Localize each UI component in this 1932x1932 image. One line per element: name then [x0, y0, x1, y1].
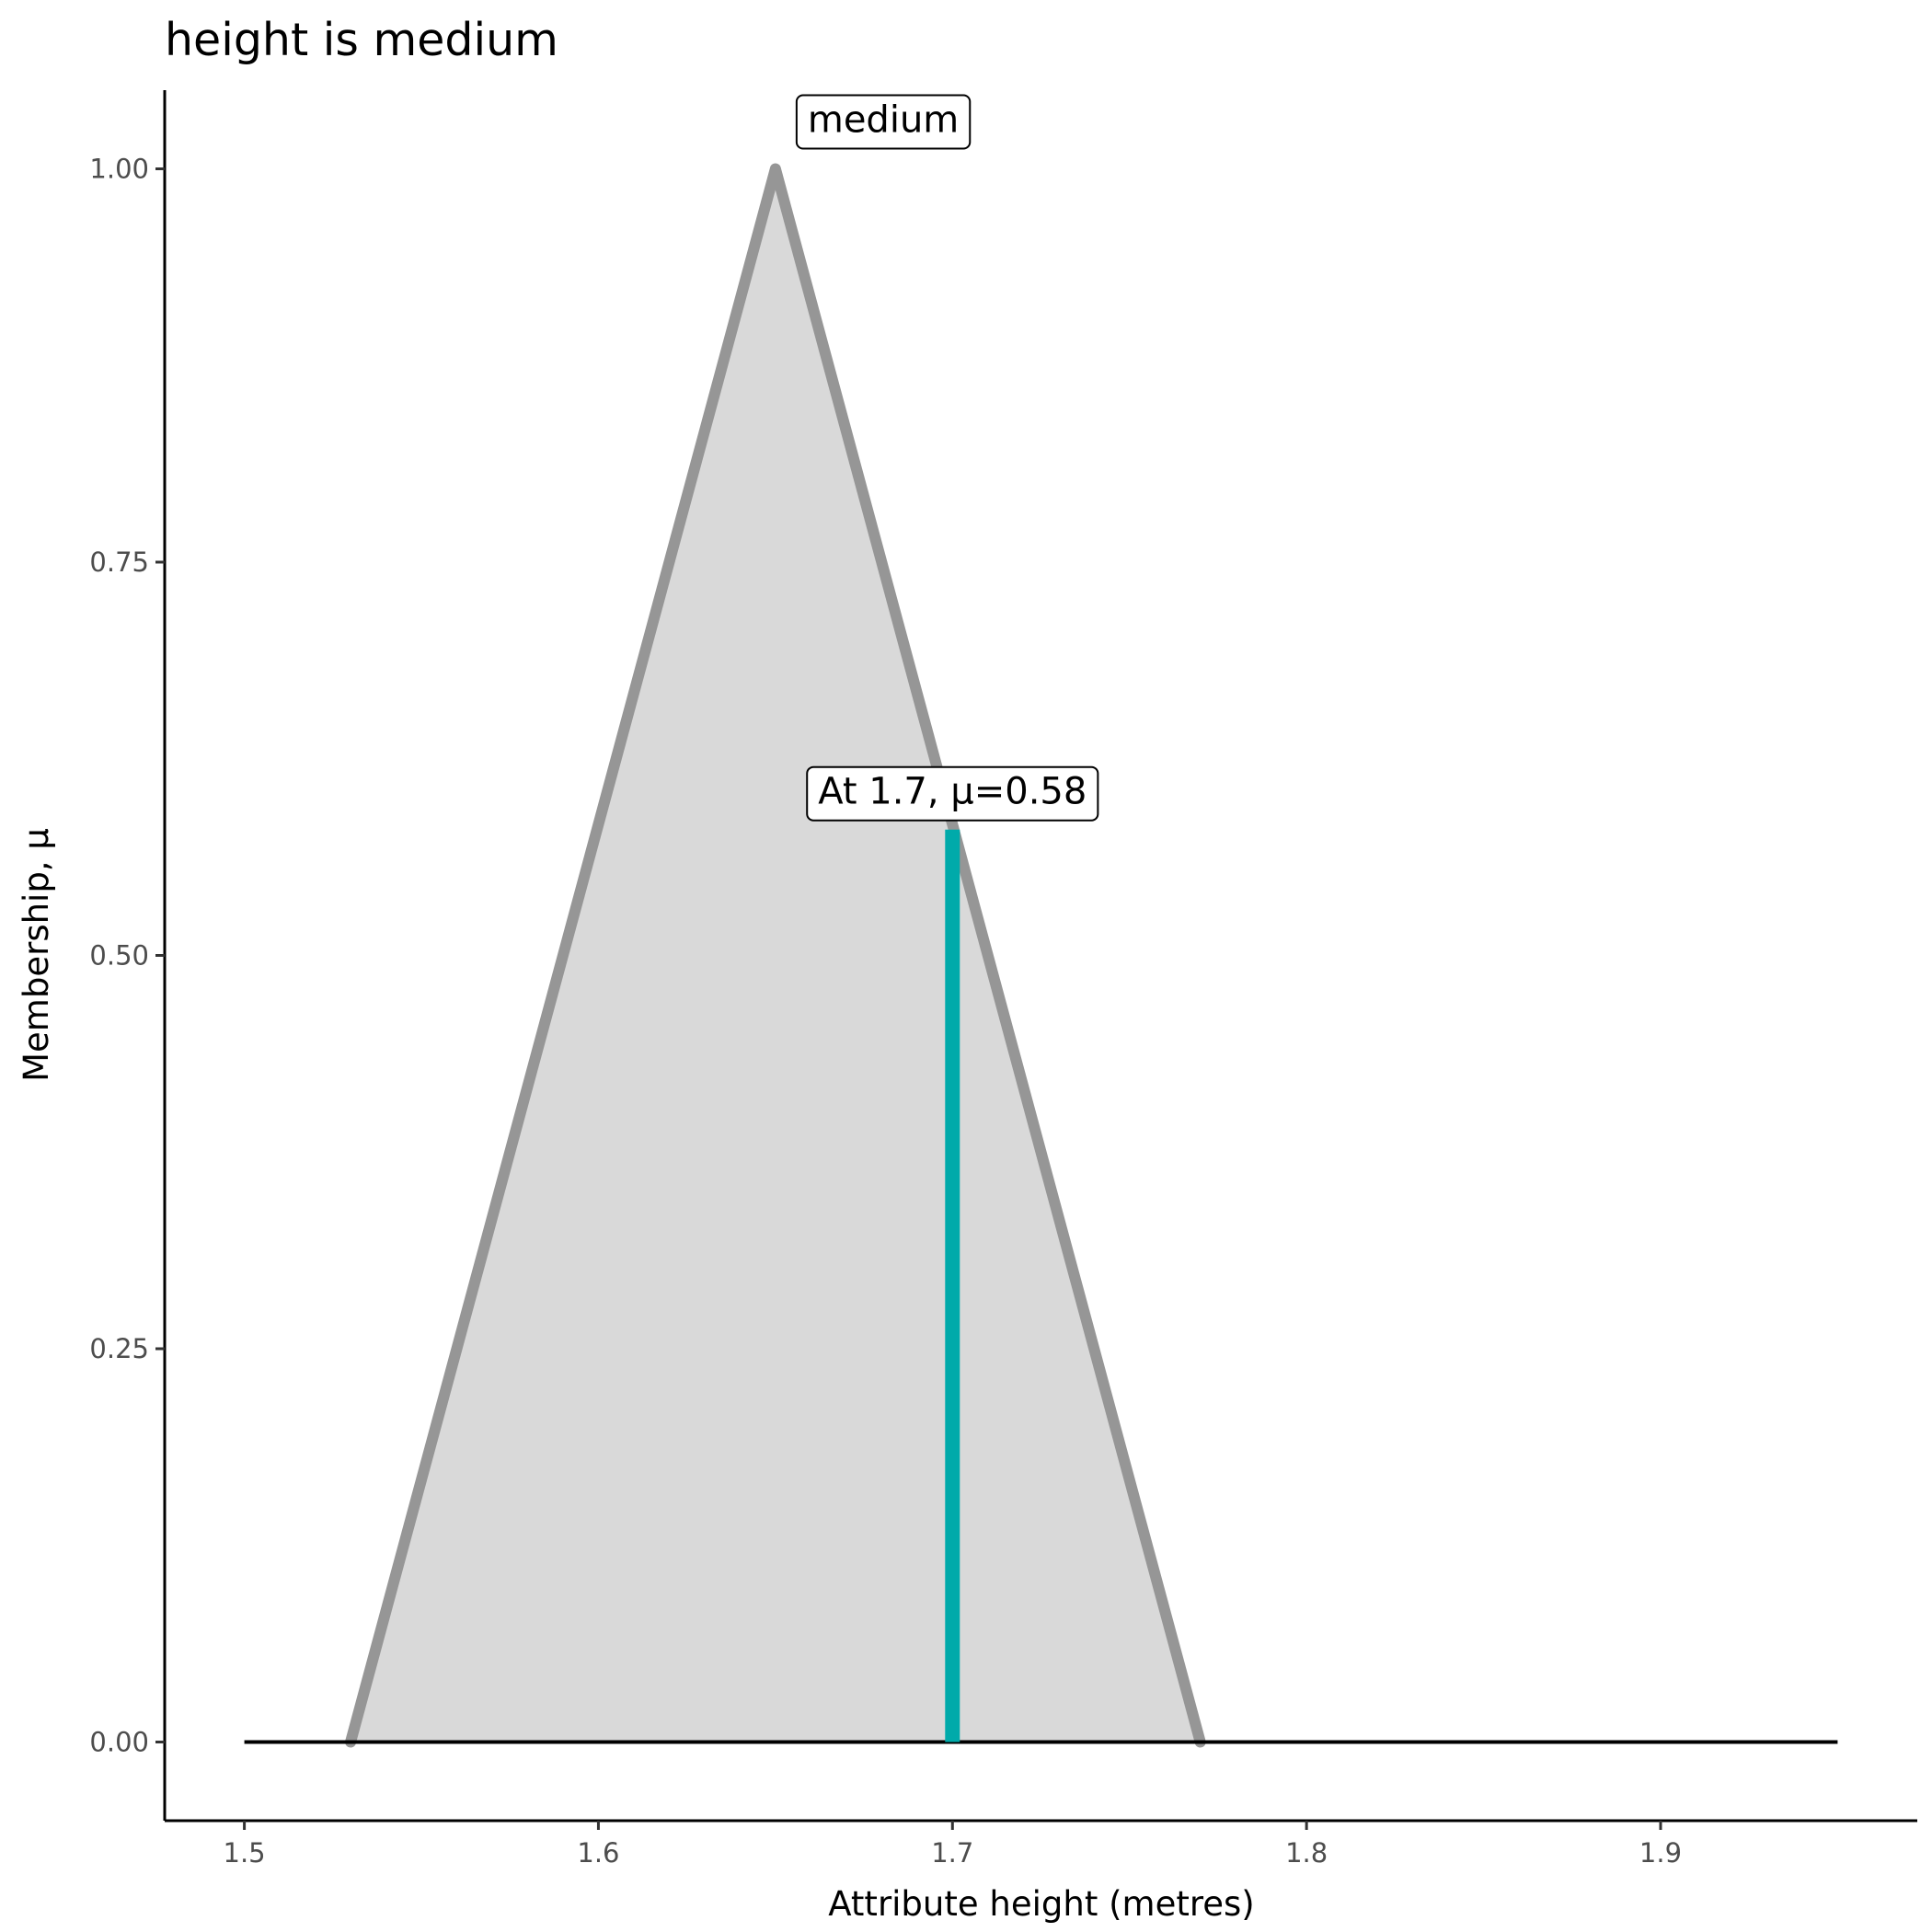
annotation-text: At 1.7, μ=0.58 — [818, 771, 1087, 813]
x-tick-label: 1.6 — [577, 1837, 619, 1869]
y-tick-label: 0.00 — [89, 1727, 149, 1758]
chart-title: height is medium — [165, 14, 558, 66]
x-tick-label: 1.9 — [1639, 1837, 1682, 1869]
y-tick-label: 0.25 — [89, 1333, 149, 1364]
annotation-box — [806, 765, 1099, 822]
annotation-box — [795, 94, 972, 150]
x-tick-label: 1.5 — [224, 1837, 266, 1869]
curve-label: medium — [795, 94, 972, 150]
membership-curve — [345, 163, 1206, 1748]
y-axis-label: Membership, μ — [17, 828, 56, 1082]
y-tick-label: 0.50 — [89, 940, 149, 972]
x-tick-label: 1.8 — [1285, 1837, 1328, 1869]
value-label: At 1.7, μ=0.58 — [806, 765, 1099, 822]
y-tick-label: 1.00 — [89, 154, 149, 185]
x-axis-label: Attribute height (metres) — [828, 1884, 1254, 1924]
membership-area-fill — [351, 168, 1201, 1742]
y-tick-label: 0.75 — [89, 546, 149, 578]
x-tick-label: 1.7 — [931, 1837, 973, 1869]
annotation-text: medium — [808, 99, 959, 142]
